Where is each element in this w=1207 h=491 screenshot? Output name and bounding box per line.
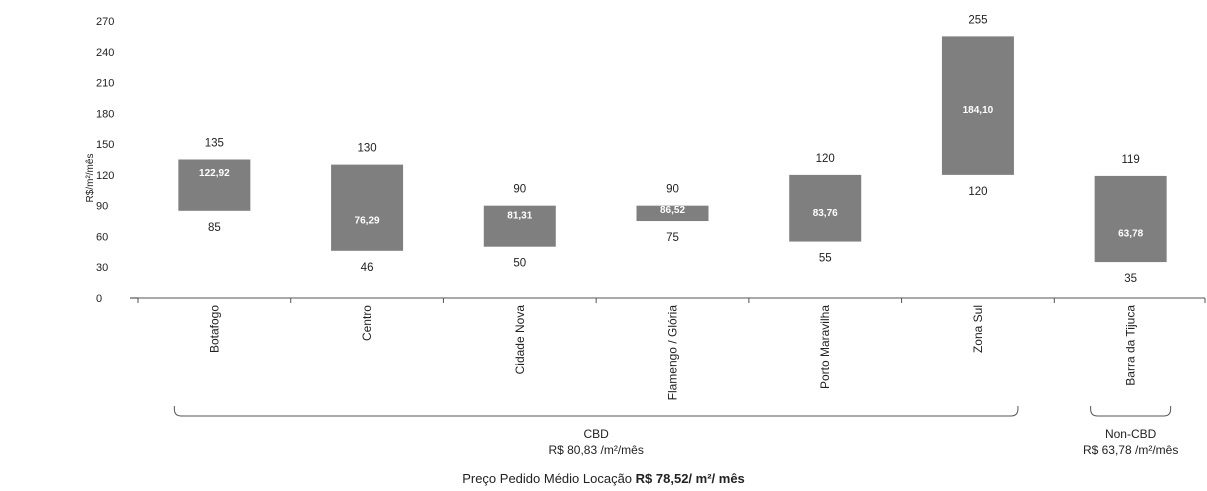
y-tick-label: 270: [96, 16, 114, 28]
y-tick-label: 240: [96, 47, 114, 59]
group-title: Non-CBD: [1105, 427, 1157, 441]
min-value-label: 120: [968, 186, 987, 198]
min-value-label: 35: [1124, 273, 1137, 285]
average-value-label: 63,78: [1118, 229, 1143, 240]
range-bar-chart: 0 30 60 90 120 150 180 210 240 270 Botafogo Centro…: [85, 14, 1206, 457]
group-title: CBD: [583, 427, 609, 441]
y-tick-label: 0: [96, 293, 102, 305]
footer-value: R$ 78,52/ m²/ mês: [635, 471, 745, 486]
min-value-label: 75: [666, 232, 679, 244]
y-tick-label: 210: [96, 78, 114, 90]
y-axis: 0 30 60 90 120 150 180 210 240 270: [96, 16, 138, 305]
footer-prefix: Preço Pedido Médio Locação: [462, 471, 636, 486]
y-axis-label: R$/m²/mês: [85, 154, 96, 203]
range-bar: [331, 164, 404, 251]
category-label: Cidade Nova: [513, 305, 527, 375]
y-tick-label: 180: [96, 108, 114, 120]
category-label: Centro: [360, 305, 374, 341]
footer-average-price: Preço Pedido Médio Locação R$ 78,52/ m²/…: [0, 471, 1207, 486]
y-tick-label: 60: [96, 231, 108, 243]
min-value-label: 50: [513, 258, 526, 270]
min-value-label: 85: [208, 222, 221, 234]
y-tick-label: 150: [96, 139, 114, 151]
average-value-label: 83,76: [813, 208, 838, 219]
range-bar: [483, 205, 556, 247]
group-brackets: CBD R$ 80,83 /m²/mês Non-CBD R$ 63,78 /m²/m…: [173, 406, 1178, 457]
average-value-label: 184,10: [963, 105, 994, 116]
group-average: R$ 80,83 /m²/mês: [548, 443, 643, 457]
max-value-label: 120: [816, 153, 835, 165]
range-bar: [636, 205, 709, 222]
group-average: R$ 63,78 /m²/mês: [1083, 443, 1178, 457]
x-axis: Botafogo Centro Cidade Nova Flamengo / Glór…: [137, 297, 1206, 401]
min-value-label: 55: [819, 253, 832, 265]
group-bracket: [173, 406, 1019, 417]
max-value-label: 135: [205, 138, 224, 150]
average-value-label: 122,92: [199, 168, 230, 179]
max-value-label: 90: [513, 184, 526, 196]
bars: 135 85 122,92 130 46 76,29 90 50 81,31 90 75 86,52 1…: [178, 14, 1167, 285]
category-label: Barra da Tijuca: [1124, 305, 1138, 386]
range-bar: [1094, 175, 1167, 263]
min-value-label: 46: [361, 262, 374, 274]
average-value-label: 86,52: [660, 205, 685, 216]
range-bar: [789, 174, 862, 242]
average-value-label: 81,31: [507, 211, 532, 222]
average-value-label: 76,29: [355, 216, 380, 227]
y-tick-label: 120: [96, 170, 114, 182]
category-label: Porto Maravilha: [818, 305, 832, 389]
category-label: Botafogo: [207, 305, 221, 353]
category-label: Zona Sul: [971, 305, 985, 353]
group-bracket: [1090, 406, 1172, 417]
max-value-label: 255: [968, 14, 987, 26]
y-tick-label: 30: [96, 262, 108, 274]
range-bar: [941, 36, 1014, 175]
category-label: Flamengo / Glória: [666, 305, 680, 401]
range-bar: [178, 159, 251, 211]
max-value-label: 119: [1121, 154, 1139, 166]
y-tick-label: 90: [96, 201, 108, 213]
max-value-label: 90: [666, 184, 679, 196]
max-value-label: 130: [357, 143, 376, 155]
